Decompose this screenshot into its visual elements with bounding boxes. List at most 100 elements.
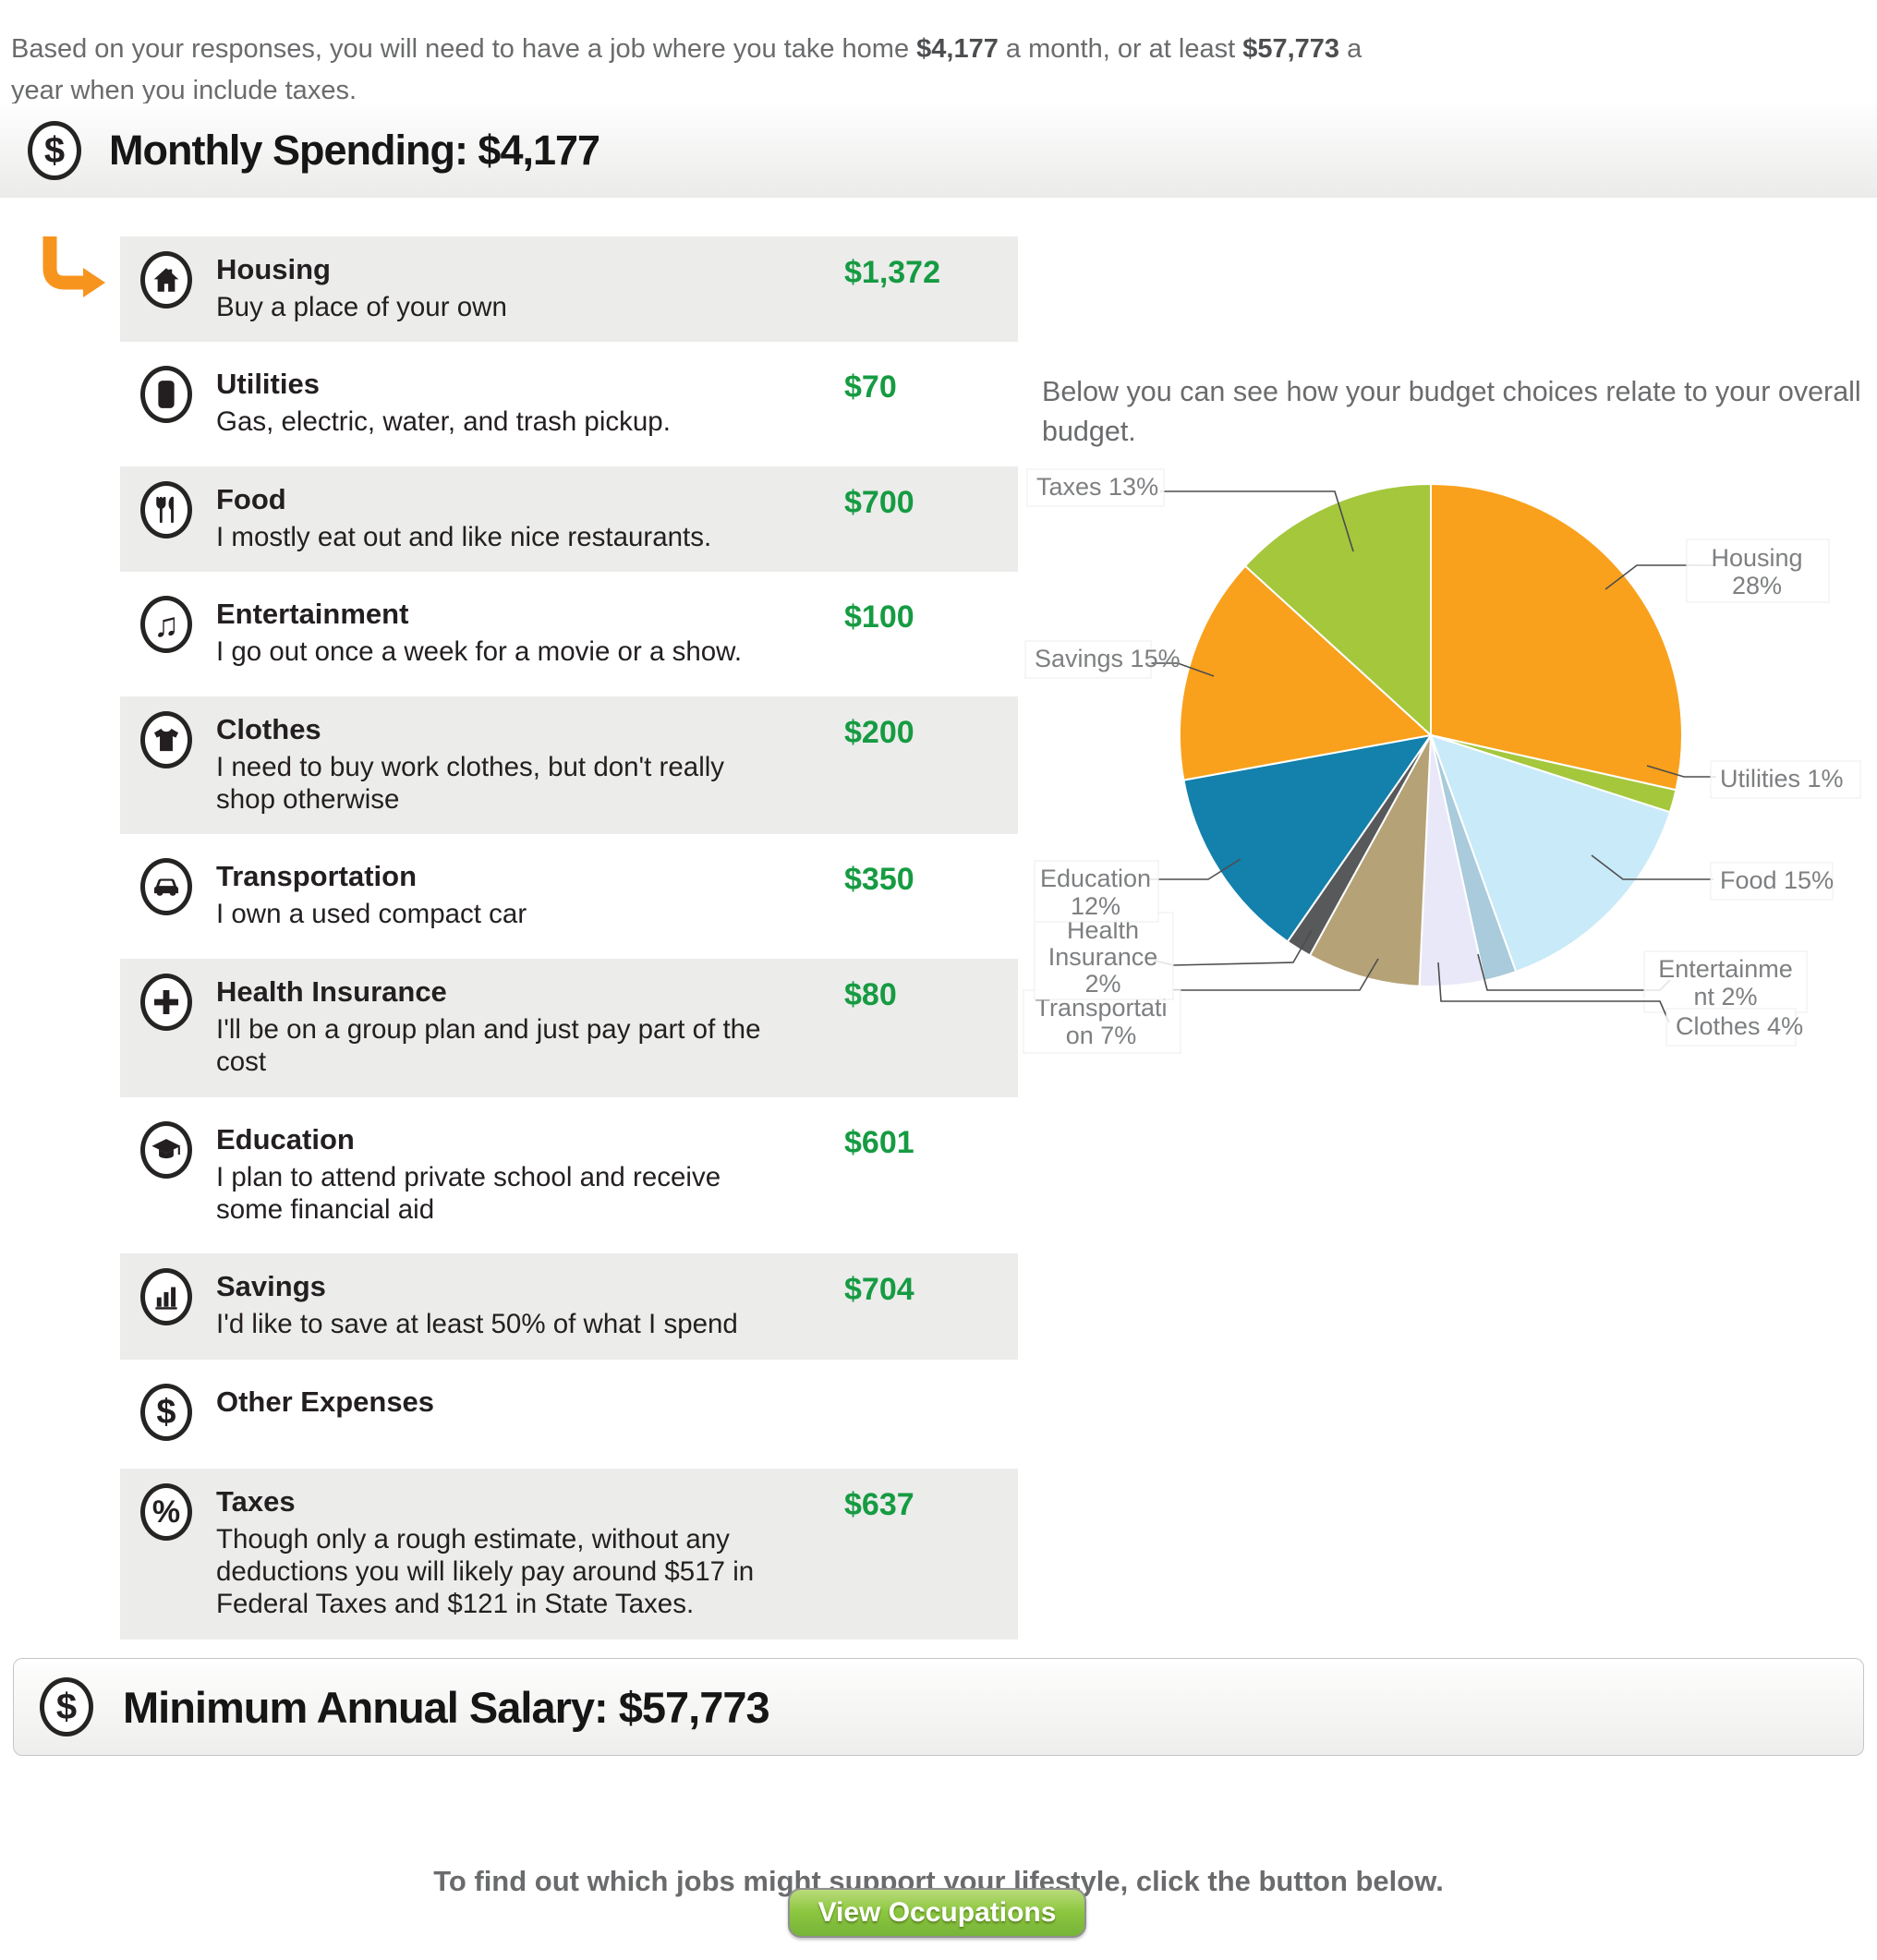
category-title: Education xyxy=(216,1122,355,1155)
category-amount: $70 xyxy=(844,369,897,405)
pie-slice-savings xyxy=(1179,564,1434,781)
monthly-spending-title: Monthly Spending: $4,177 xyxy=(109,127,600,174)
svg-text:Clothes 4%: Clothes 4% xyxy=(1676,1012,1803,1040)
medical-cross-icon xyxy=(140,973,192,1031)
category-title: Health Insurance xyxy=(216,974,447,1008)
category-title: Food xyxy=(216,482,286,515)
intro-summary-text: Based on your responses, you will need t… xyxy=(11,34,1362,105)
pie-label-health-insurance: Health Insurance 2% xyxy=(1034,912,1313,1000)
category-text: Taxes Though only a rough estimate, witho… xyxy=(216,1483,820,1621)
row-savings[interactable]: Savings I'd like to save at least 50% of … xyxy=(120,1253,1018,1360)
category-amount: $700 xyxy=(844,484,914,520)
category-text: Other Expenses xyxy=(216,1384,820,1441)
category-description: Buy a place of your own xyxy=(216,292,507,322)
view-occupations-button[interactable]: View Occupations xyxy=(788,1888,1086,1938)
category-amount: $100 xyxy=(844,599,914,635)
category-description: I mostly eat out and like nice restauran… xyxy=(216,521,712,552)
budget-pie-chart: Housing 28% Utilities 1% Food 15% Entertainm… xyxy=(999,443,1877,1090)
utensils-icon xyxy=(140,480,192,538)
category-text: Entertainment I go out once a week for a … xyxy=(216,596,820,668)
category-amount: $637 xyxy=(844,1486,914,1522)
category-description: I'd like to save at least 50% of what I … xyxy=(216,1309,738,1340)
row-education[interactable]: Education I plan to attend private school… xyxy=(120,1107,1018,1245)
category-title: Housing xyxy=(216,253,331,285)
graduation-cap-icon xyxy=(140,1120,192,1179)
pie-label-housing: Housing 28% xyxy=(1605,538,1830,603)
category-amount xyxy=(844,1384,999,1441)
category-description: I own a used compact car xyxy=(216,899,527,930)
category-description: I plan to attend private school and rece… xyxy=(216,1161,721,1225)
category-amount: $704 xyxy=(844,1272,914,1308)
dollar-icon: $ xyxy=(28,121,81,180)
dollar-icon: $ xyxy=(40,1677,93,1736)
row-housing[interactable]: Housing Buy a place of your own $1,372 xyxy=(120,236,1018,343)
home-icon xyxy=(140,251,192,309)
pie-label-utilities: Utilities 1% xyxy=(1646,760,1861,799)
category-text: Utilities Gas, electric, water, and trash… xyxy=(216,366,820,438)
category-text: Education I plan to attend private school… xyxy=(216,1121,820,1227)
pie-label-education: Education 12% xyxy=(1034,858,1241,923)
category-amount: $200 xyxy=(844,714,914,750)
music-note-icon: ♫ xyxy=(140,596,192,654)
current-category-arrow-icon xyxy=(42,236,105,297)
minimum-annual-salary-bar: $ Minimum Annual Salary: $57,773 xyxy=(13,1658,1864,1756)
pie-label-food: Food 15% xyxy=(1591,854,1834,901)
category-title: Savings xyxy=(216,1270,326,1303)
category-description: I need to buy work clothes, but don't re… xyxy=(216,751,725,815)
category-description: I go out once a week for a movie or a sh… xyxy=(216,636,743,668)
category-text: Clothes I need to buy work clothes, but d… xyxy=(216,711,820,817)
category-description: Though only a rough estimate, without an… xyxy=(216,1523,755,1620)
pie-slice-housing xyxy=(1430,482,1683,792)
category-title: Utilities xyxy=(216,368,320,401)
row-other-expenses[interactable]: $ Other Expenses xyxy=(120,1369,1018,1459)
category-amount: $601 xyxy=(844,1124,914,1160)
minimum-annual-salary-title: Minimum Annual Salary: $57,773 xyxy=(123,1682,770,1732)
pie-label-clothes: Clothes 4% xyxy=(1437,962,1803,1047)
pie-chart-note: Below you can see how your budget choice… xyxy=(1042,375,1861,447)
tshirt-icon xyxy=(140,710,192,768)
pie-label-taxes: Taxes 13% xyxy=(1026,468,1354,552)
svg-text:Food 15%: Food 15% xyxy=(1720,866,1834,894)
car-icon xyxy=(140,858,192,916)
category-amount: $1,372 xyxy=(844,255,940,290)
category-title: Taxes xyxy=(216,1484,296,1518)
row-transportation[interactable]: Transportation I own a used compact car $3… xyxy=(120,843,1018,949)
pie-slice-education xyxy=(1182,733,1434,943)
category-title: Entertainment xyxy=(216,598,409,631)
category-text: Food I mostly eat out and like nice resta… xyxy=(216,481,820,553)
category-title: Other Expenses xyxy=(216,1385,435,1418)
pie-slice-taxes xyxy=(1243,482,1432,738)
svg-text:Savings 15%: Savings 15% xyxy=(1035,645,1181,672)
svg-text:Utilities 1%: Utilities 1% xyxy=(1720,765,1844,792)
pie-label-savings: Savings 15% xyxy=(1024,640,1215,679)
row-entertainment[interactable]: ♫ Entertainment I go out once a week for a… xyxy=(120,581,1018,686)
svg-text:Taxes 13%: Taxes 13% xyxy=(1036,473,1158,501)
percent-icon: % xyxy=(140,1482,192,1541)
pie-slice-food xyxy=(1429,733,1672,974)
category-description: Gas, electric, water, and trash pickup. xyxy=(216,406,671,438)
mobile-phone-icon xyxy=(140,366,192,424)
category-text: Transportation I own a used compact car xyxy=(216,858,820,930)
annual-salary-amount: $57,773 xyxy=(1242,34,1340,64)
svg-text:Entertainment 2%: Entertainme nt 2% xyxy=(1658,955,1793,1010)
category-title: Transportation xyxy=(216,860,418,893)
row-clothes[interactable]: Clothes I need to buy work clothes, but d… xyxy=(120,696,1018,835)
monthly-takehome-amount: $4,177 xyxy=(916,34,999,64)
row-utilities[interactable]: Utilities Gas, electric, water, and trash… xyxy=(120,351,1018,456)
monthly-spending-header: $ Monthly Spending: $4,177 xyxy=(0,103,1877,198)
row-health-insurance[interactable]: Health Insurance I'll be on a group plan … xyxy=(120,958,1018,1097)
budget-category-list: Housing Buy a place of your own $1,372 Util… xyxy=(120,236,1018,1649)
category-amount: $80 xyxy=(844,976,897,1012)
category-text: Savings I'd like to save at least 50% of … xyxy=(216,1268,820,1340)
bar-chart-icon xyxy=(140,1268,192,1326)
row-taxes[interactable]: % Taxes Though only a rough estimate, with… xyxy=(120,1468,1018,1639)
pie-slice-transportation xyxy=(1308,734,1432,987)
category-title: Clothes xyxy=(216,712,321,745)
pie-label-entertainment: Entertainme nt 2% xyxy=(1477,950,1808,1013)
row-food[interactable]: Food I mostly eat out and like nice resta… xyxy=(120,466,1018,573)
category-text: Health Insurance I'll be on a group plan … xyxy=(216,974,820,1079)
dollar-icon: $ xyxy=(140,1383,192,1441)
